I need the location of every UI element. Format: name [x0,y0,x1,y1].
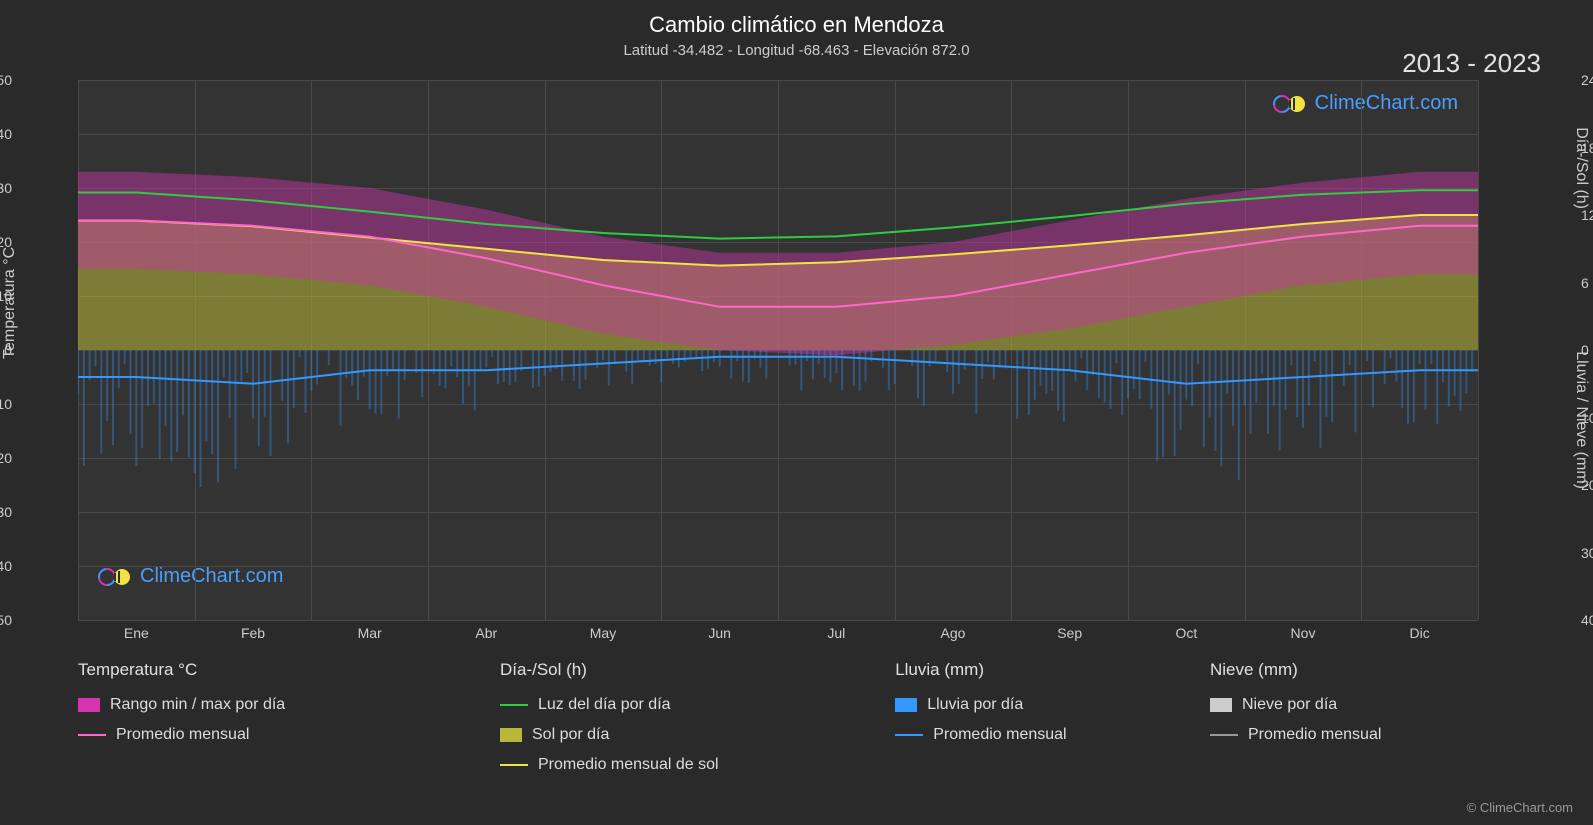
gridline-v [195,80,196,620]
climate-chart: Cambio climático en Mendoza Latitud -34.… [0,0,1593,825]
y-tick-right: 40 [1581,612,1593,628]
swatch-icon [1210,698,1232,712]
logo-icon [1273,94,1309,114]
legend-label: Rango min / max por día [110,696,285,714]
x-tick: Oct [1175,625,1197,641]
legend-item: Luz del día por día [500,696,875,714]
gridline-v [661,80,662,620]
y-tick-left: -50 [0,612,12,628]
legend-item: Promedio mensual de sol [500,756,875,774]
y-tick-left: -10 [0,396,12,412]
y-tick-left: 50 [0,72,12,88]
watermark-text: ClimeChart.com [1315,92,1458,115]
legend-item: Lluvia por día [895,696,1190,714]
gridline-v [1478,80,1479,620]
swatch-icon [500,728,522,742]
legend-column: Temperatura °C Rango min / max por día Pro… [78,660,480,774]
gridline-v [311,80,312,620]
legend-item: Nieve por día [1210,696,1478,714]
line-icon [1210,734,1238,736]
x-tick: Ago [941,625,966,641]
legend-item: Promedio mensual [895,726,1190,744]
legend-header: Nieve (mm) [1210,660,1478,680]
legend-column: Día-/Sol (h) Luz del día por día Sol por d… [500,660,875,774]
legend-label: Nieve por día [1242,696,1337,714]
logo-icon [98,567,134,587]
legend-item: Sol por día [500,726,875,744]
line-icon [895,734,923,736]
copyright: © ClimeChart.com [1467,800,1573,815]
gridline-v [545,80,546,620]
x-tick: Dic [1410,625,1430,641]
chart-title: Cambio climático en Mendoza [0,0,1593,38]
plot-area: ClimeChart.com ClimeChart.com [78,80,1478,620]
rain-spikes [78,350,1472,487]
legend-label: Luz del día por día [538,696,671,714]
line-icon [78,734,106,736]
swatch-icon [78,698,100,712]
legend-label: Promedio mensual [933,726,1066,744]
legend-label: Sol por día [532,726,609,744]
x-tick: Nov [1291,625,1316,641]
legend-label: Promedio mensual [1248,726,1381,744]
legend-item: Promedio mensual [78,726,480,744]
gridline-v [1245,80,1246,620]
line-icon [500,704,528,706]
x-tick: Ene [124,625,149,641]
y-tick-left: -30 [0,504,12,520]
legend-column: Nieve (mm) Nieve por día Promedio mensual [1210,660,1478,774]
legend-header: Lluvia (mm) [895,660,1190,680]
y-tick-right: 6 [1581,275,1593,291]
y-tick-left: -20 [0,450,12,466]
chart-subtitle: Latitud -34.482 - Longitud -68.463 - Ele… [0,38,1593,59]
x-tick: May [590,625,616,641]
y-tick-left: 40 [0,126,12,142]
legend-item: Promedio mensual [1210,726,1478,744]
y-axis-right-label-bottom: Lluvia / Nieve (mm) [1572,351,1590,489]
legend-label: Lluvia por día [927,696,1023,714]
gridline-v [778,80,779,620]
gridline-v [428,80,429,620]
watermark-bottom: ClimeChart.com [98,565,283,588]
y-tick-left: -40 [0,558,12,574]
x-tick: Feb [241,625,265,641]
x-tick: Jun [708,625,731,641]
y-tick-left: 30 [0,180,12,196]
gridline-v [1361,80,1362,620]
watermark-top: ClimeChart.com [1273,92,1458,115]
y-tick-right: 24 [1581,72,1593,88]
gridline-v [895,80,896,620]
x-tick: Jul [827,625,845,641]
legend: Temperatura °C Rango min / max por día Pro… [78,660,1478,774]
y-axis-right-label-top: Día-/Sol (h) [1572,127,1590,209]
gridline-v [78,80,79,620]
legend-item: Rango min / max por día [78,696,480,714]
gridline-h [78,620,1478,621]
legend-header: Día-/Sol (h) [500,660,875,680]
y-tick-right: 12 [1581,207,1593,223]
swatch-icon [895,698,917,712]
x-tick: Sep [1057,625,1082,641]
legend-header: Temperatura °C [78,660,480,680]
line-icon [500,764,528,766]
y-tick-right: 30 [1581,545,1593,561]
gridline-v [1128,80,1129,620]
x-tick: Abr [475,625,497,641]
watermark-text: ClimeChart.com [140,565,283,588]
x-tick: Mar [358,625,382,641]
year-range: 2013 - 2023 [1402,48,1541,79]
gridline-v [1011,80,1012,620]
legend-column: Lluvia (mm) Lluvia por día Promedio mensua… [895,660,1190,774]
legend-label: Promedio mensual de sol [538,756,719,774]
legend-label: Promedio mensual [116,726,249,744]
y-axis-left-label: Temperatura °C [1,247,19,359]
